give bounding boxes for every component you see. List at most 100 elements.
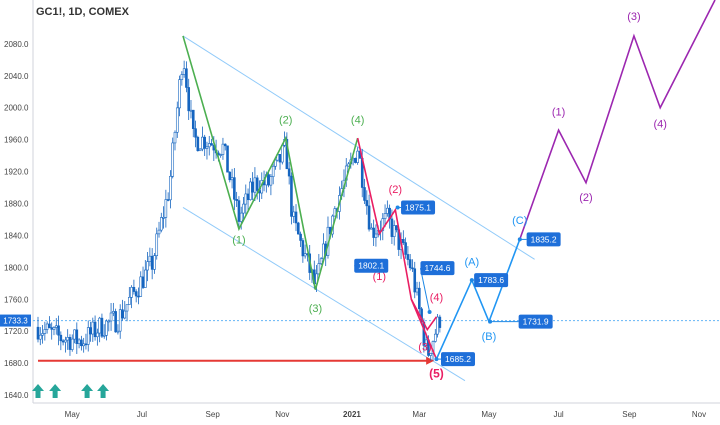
price-label-text: 1731.9 bbox=[523, 317, 549, 327]
chart-title: GC1!, 1D, COMEX bbox=[36, 6, 129, 18]
current-price-tag bbox=[0, 314, 31, 327]
candle-body bbox=[365, 200, 369, 207]
candle-body bbox=[45, 323, 49, 330]
candle-body bbox=[415, 287, 419, 293]
candle-body bbox=[102, 334, 106, 337]
price-label-text: 1802.1 bbox=[358, 261, 384, 271]
candle-body bbox=[137, 295, 140, 298]
price-label-box bbox=[518, 314, 553, 329]
candle-body bbox=[114, 311, 117, 333]
price-label-box bbox=[474, 273, 509, 288]
candle-body bbox=[132, 286, 136, 292]
candle-body bbox=[296, 222, 300, 235]
wave-label: (4) bbox=[653, 119, 666, 131]
candle-body bbox=[294, 211, 298, 224]
wave-label: (3) bbox=[309, 303, 322, 315]
candle-body bbox=[141, 276, 145, 288]
candle-body bbox=[249, 181, 252, 201]
candle-body bbox=[207, 143, 211, 148]
up-arrow-icon bbox=[32, 384, 44, 398]
candle-body bbox=[112, 311, 115, 314]
candle-body bbox=[164, 199, 168, 218]
candle-body bbox=[89, 327, 92, 335]
candle-body bbox=[386, 207, 389, 214]
price-label-anchor bbox=[427, 310, 432, 315]
candle-body bbox=[80, 339, 83, 347]
y-tick-label: 1640.0 bbox=[4, 391, 29, 400]
candle-body bbox=[144, 269, 147, 288]
candle-body bbox=[59, 334, 63, 342]
candle-body bbox=[436, 316, 439, 335]
wave-label: (1) bbox=[373, 271, 386, 283]
candle-body bbox=[237, 200, 241, 222]
price-label-box bbox=[441, 352, 476, 367]
price-label-box bbox=[420, 261, 455, 276]
candle-body bbox=[239, 212, 243, 222]
candle-body bbox=[255, 177, 259, 191]
wave-label: (1) bbox=[552, 107, 565, 119]
x-tick-label: Jul bbox=[137, 410, 147, 419]
wave-label: (4) bbox=[430, 292, 443, 304]
candle-body bbox=[125, 304, 129, 312]
candle-body bbox=[54, 325, 58, 328]
candle-body bbox=[105, 320, 108, 336]
price-label-anchor bbox=[434, 357, 439, 362]
candle-body bbox=[271, 165, 275, 177]
candle-body bbox=[155, 233, 159, 256]
candle-body bbox=[185, 68, 188, 88]
y-tick-label: 2040.0 bbox=[4, 72, 29, 81]
candle-body bbox=[169, 175, 172, 201]
candle-body bbox=[402, 239, 405, 243]
candle-body bbox=[301, 240, 305, 257]
candle-body bbox=[292, 211, 296, 217]
candle-body bbox=[73, 329, 76, 340]
wave-label: (B) bbox=[482, 331, 497, 343]
wave-line bbox=[182, 35, 359, 290]
y-tick-label: 1920.0 bbox=[4, 168, 29, 177]
candle-body bbox=[381, 218, 385, 231]
wave-label: (5) bbox=[429, 366, 444, 380]
candle-body bbox=[370, 227, 373, 230]
candle-body bbox=[228, 171, 232, 181]
candle-body bbox=[404, 242, 407, 255]
candle-body bbox=[244, 193, 248, 205]
candle-body bbox=[226, 145, 229, 173]
candle-body bbox=[116, 330, 120, 333]
candle-body bbox=[171, 142, 175, 177]
candle-body bbox=[93, 321, 97, 338]
candle-body bbox=[121, 309, 124, 319]
wave-line bbox=[410, 298, 438, 360]
price-label-text: 1744.6 bbox=[424, 263, 450, 273]
candle-body bbox=[107, 320, 111, 323]
candle-body bbox=[418, 287, 421, 310]
candle-body bbox=[356, 150, 359, 163]
candle-body bbox=[363, 187, 366, 201]
candle-body bbox=[182, 68, 186, 75]
candle-body bbox=[221, 143, 225, 155]
x-tick-label: Mar bbox=[412, 410, 426, 419]
current-price-tag-text: 1733.3 bbox=[3, 317, 28, 326]
candle-body bbox=[57, 325, 60, 336]
candle-body bbox=[52, 327, 56, 330]
candle-body bbox=[64, 339, 67, 343]
wave-label: (2) bbox=[579, 192, 592, 204]
candle-body bbox=[354, 158, 357, 163]
candle-body bbox=[70, 338, 74, 350]
candle-body bbox=[91, 321, 95, 335]
candle-body bbox=[43, 329, 47, 334]
candle-body bbox=[210, 143, 213, 146]
candle-body bbox=[274, 159, 277, 167]
candle-body bbox=[41, 333, 44, 336]
candle-body bbox=[438, 316, 442, 328]
price-label-text: 1783.6 bbox=[478, 275, 504, 285]
candle-body bbox=[109, 312, 113, 322]
candle-body bbox=[153, 255, 156, 270]
y-tick-label: 2080.0 bbox=[4, 40, 29, 49]
price-label-box bbox=[526, 232, 561, 247]
candle-body bbox=[68, 337, 72, 350]
candle-body bbox=[367, 205, 371, 230]
up-arrow-icon bbox=[97, 384, 110, 398]
y-tick-label: 1760.0 bbox=[4, 295, 29, 304]
price-label-anchor bbox=[517, 237, 522, 242]
candle-body bbox=[203, 136, 206, 149]
